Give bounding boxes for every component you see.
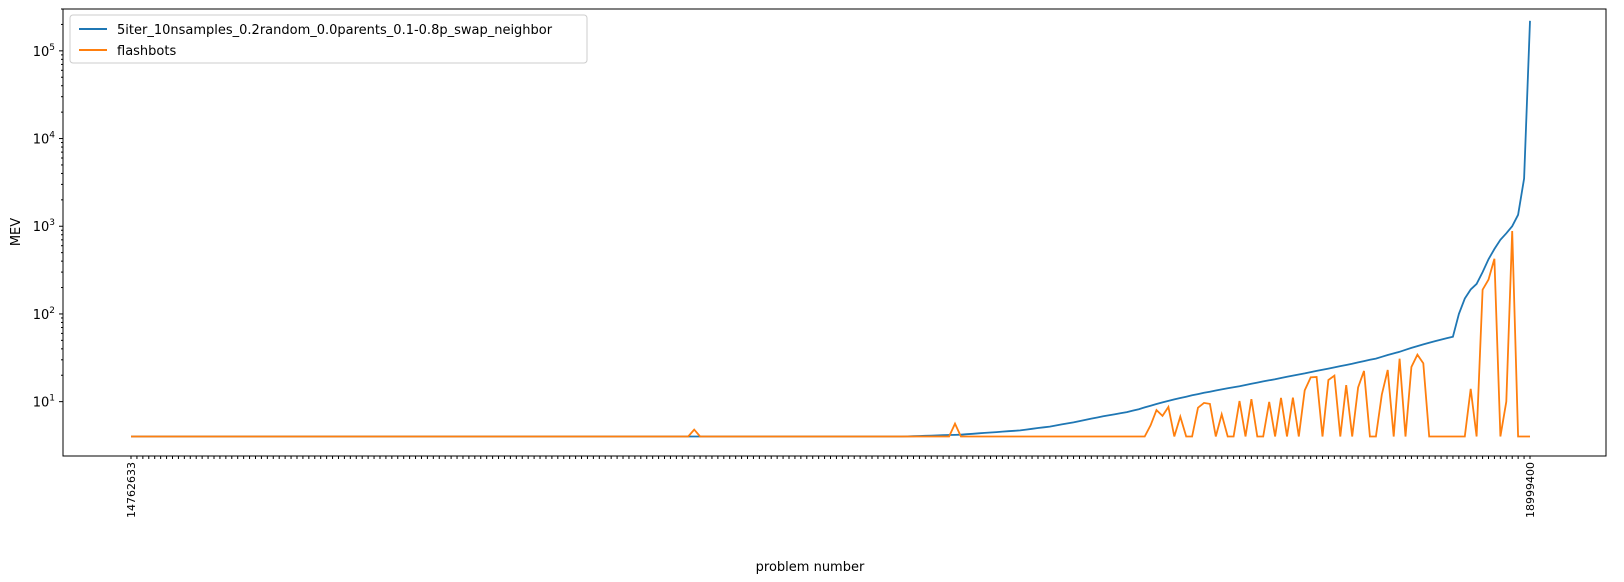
x-axis-ticks: 14762633 18999400 <box>125 456 1537 518</box>
y-axis-ticks: 101 102 103 104 105 <box>33 8 63 411</box>
x-tick-label: 18999400 <box>1524 462 1537 518</box>
y-tick-label: 104 <box>33 131 56 148</box>
series-layer <box>131 20 1531 438</box>
legend-label-series-1: 5iter_10nsamples_0.2random_0.0parents_0.… <box>117 23 553 38</box>
legend-box <box>69 14 588 64</box>
legend-label-flashbots: flashbots <box>117 44 176 59</box>
x-tick-label: 14762633 <box>125 462 138 518</box>
x-axis-label: problem number <box>756 560 865 575</box>
y-tick-label: 105 <box>33 43 55 60</box>
series-line-flashbots <box>131 230 1530 438</box>
y-tick-label: 102 <box>33 306 55 323</box>
legend: 5iter_10nsamples_0.2random_0.0parents_0.… <box>69 14 588 64</box>
plot-area <box>62 8 1607 457</box>
y-tick-label: 101 <box>33 394 55 411</box>
y-tick-label: 103 <box>33 218 55 235</box>
y-axis-label: MEV <box>9 218 24 246</box>
